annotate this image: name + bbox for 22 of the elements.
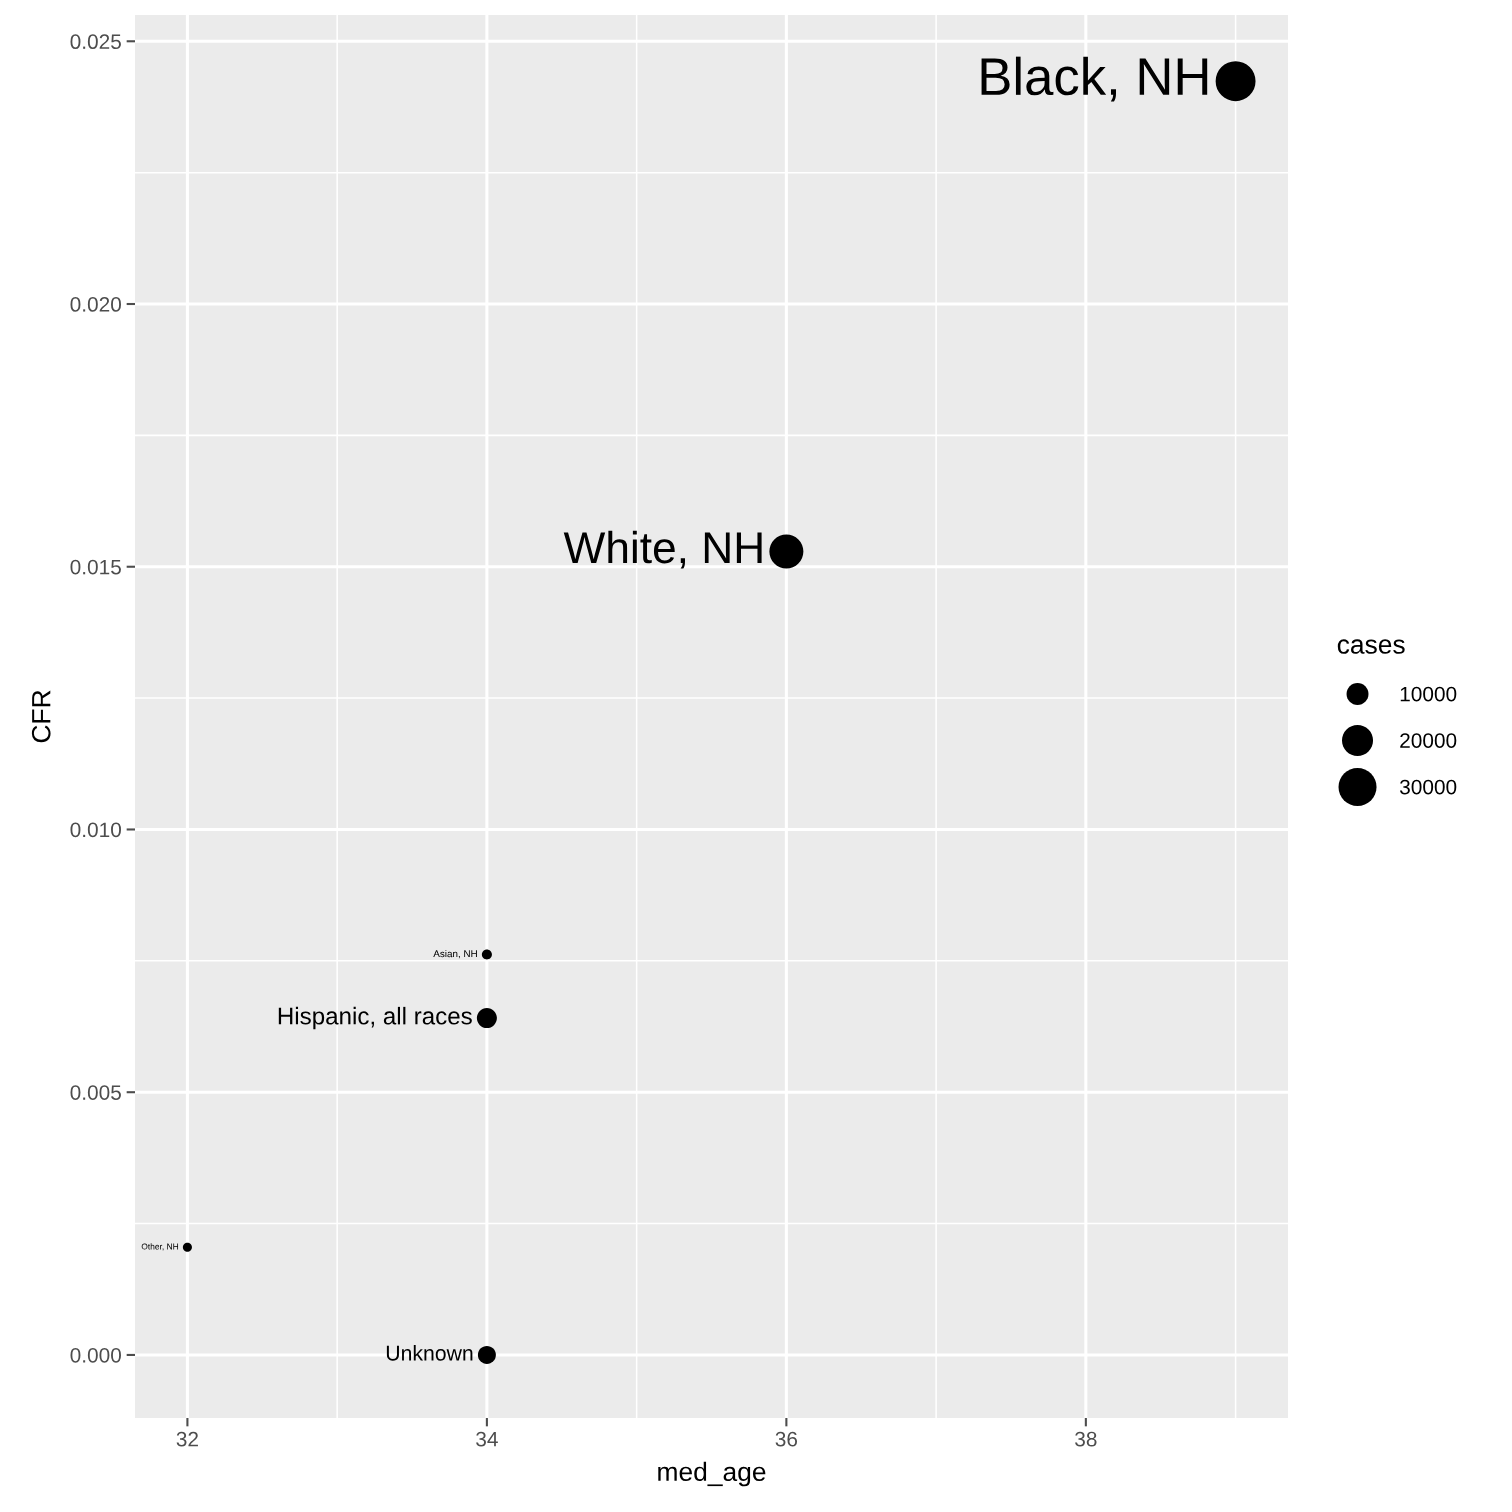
annotation: Unknown (386, 1345, 473, 1361)
x-tick-label: 32 (176, 1431, 198, 1447)
x-axis-title: med_age (658, 1461, 766, 1487)
x-tick-label: 34 (476, 1431, 498, 1447)
y-tick-label: 0.020 (70, 297, 121, 312)
annotation: Other, NH (141, 1243, 179, 1251)
y-tick-label: 0.015 (70, 559, 121, 575)
x-tick-label: 36 (775, 1431, 798, 1447)
legend-label: 20000 (1400, 733, 1457, 748)
y-tick-label: 0.025 (70, 34, 121, 50)
y-tick-label: 0.000 (70, 1347, 121, 1363)
legend-label: 30000 (1399, 779, 1457, 795)
y-axis-title: CFR (31, 690, 51, 743)
annotation: White, NH (563, 530, 762, 569)
legend-title: cases (1337, 639, 1405, 654)
y-tick-label: 0.010 (70, 822, 121, 838)
x-tick-label: 38 (1075, 1431, 1097, 1447)
legend-label: 10000 (1400, 686, 1457, 702)
annotation: Black, NH (981, 56, 1208, 102)
annotation: Asian, NH (433, 949, 477, 959)
y-tick-label: 0.005 (70, 1085, 121, 1100)
annotation: Hispanic, all races (278, 1006, 472, 1030)
